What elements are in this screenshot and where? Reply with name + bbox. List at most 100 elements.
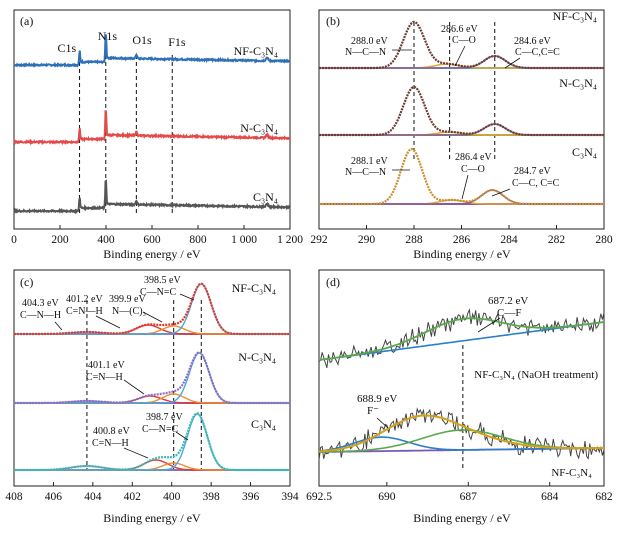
panel-c: (c) Binding energy / eV 408 406 404 402 400 3… [5,269,299,525]
c-annot: C=N—H [66,306,103,317]
a-peak-label: F1s [168,35,186,49]
c-annot: 401.2 eV [66,294,103,305]
b-xtick-label: 284 [500,234,518,246]
c-leader [179,293,195,301]
c-group-label: N-C₃N₄ [238,350,276,364]
panel-a-frame [13,9,291,230]
c-spectrum [14,282,290,336]
d-group-label: NF-C₃N₄ [551,467,592,479]
a-peak-label: N1s [98,29,118,43]
b-annot: 288.1 eV [351,156,388,167]
panel-d: (d) Binding energy / eV 692.5 690 687 684 68… [306,269,613,525]
b-group-label: NF-C₃N₄ [553,9,597,23]
c-leader [54,321,63,331]
b-group-label: N-C₃N₄ [559,76,597,90]
c-xtick-label: 404 [84,491,102,503]
c-annot: 401.1 eV [88,360,125,371]
b-xtick-label: 280 [595,234,613,246]
a-peak-label: C1s [58,41,77,55]
d-xtick-label: 690 [378,491,396,503]
c-annot: C=N—H [86,372,123,383]
a-series-label: C₃N₄ [253,190,278,204]
b-leader [504,57,521,69]
a-series-C3N4 [13,179,291,215]
c-annot: 398.5 eV [144,275,181,286]
d-annot: 687.2 eV [488,295,528,307]
a-series-N-C3N4 [13,110,290,146]
b-xtick-label: 290 [358,234,376,246]
b-annot: 286.6 eV [441,24,478,35]
b-group-label: C₃N₄ [572,145,597,159]
d-xtick-label: 684 [541,491,559,503]
b-annot: 286.4 eV [455,152,492,163]
panel-b-xlabel: Binding energy / eV [413,247,511,261]
c-annot: C—N=C [142,424,179,435]
b-xtick-label: 288 [405,234,423,246]
panel-c-label: (c) [20,275,33,289]
b-annot: 284.7 eV [514,166,551,177]
panel-b: (b) Binding energy / eV 292 290 288 286 284 2… [310,9,613,261]
b-annot: C—C, C=C [512,178,560,189]
c-annot: 404.3 eV [22,298,59,309]
b-leader [491,188,511,197]
c-leader [175,431,189,441]
d-annot: C—F [497,307,521,319]
d-annot: F⁻ [367,405,379,417]
d-fit-cf [318,317,605,361]
b-fit-cc [319,123,604,136]
c-annot: 398.7 eV [146,412,183,423]
a-series-NF-C3N4 [13,34,291,68]
panel-d-xlabel: Binding energy / eV [413,511,511,525]
b-annot: C—C,C=C [515,47,560,58]
c-xtick-label: 408 [5,491,23,503]
b-xtick-label: 286 [453,234,471,246]
d-raw-spectrum [318,407,605,461]
c-xtick-label: 396 [242,491,260,503]
b-annot: 284.6 eV [514,36,551,47]
c-annot: C—N—H [20,310,61,321]
d-leader [477,317,501,333]
b-annot: C—O [452,35,476,46]
a-xtick-label: 800 [189,234,207,246]
b-annot: 288.0 eV [351,36,388,47]
c-xtick-label: 394 [281,491,299,503]
b-leader [461,174,469,200]
b-xtick-label: 292 [310,234,328,246]
c-leader [142,311,163,323]
a-xtick-label: 200 [51,234,69,246]
b-spectrum [319,85,604,137]
c-annot: N—(C)₃ [112,306,146,317]
d-fit-envelope [318,414,604,453]
b-annot: C—O [461,164,485,175]
panel-d-frame [318,269,605,487]
d-group-label: NF-C₃N₄ (NaOH treatment) [474,369,598,381]
b-xtick-label: 282 [548,234,566,246]
d-annot: 688.9 eV [357,393,397,405]
d-leader [376,417,389,429]
c-xtick-label: 406 [45,491,63,503]
c-annot: 400.8 eV [93,426,130,437]
c-group-label: C₃N₄ [251,417,276,431]
c-spectrum [14,351,290,405]
panel-a-xlabel: Binding energy / eV [103,247,201,261]
a-series-label: N-C₃N₄ [240,121,278,135]
d-xtick-label: 682 [595,491,613,503]
b-spectrum [319,147,604,206]
b-spectrum [319,20,604,70]
b-annot: N—C—N [345,167,386,178]
a-series-label: NF-C₃N₄ [234,44,278,58]
c-xtick-label: 402 [124,491,142,503]
c-leader [123,447,149,459]
c-fit-peak [14,325,290,335]
b-leader [454,45,466,67]
a-xtick-label: 0 [11,234,17,246]
panel-d-label: (d) [326,275,340,289]
panel-c-xlabel: Binding energy / eV [103,511,201,525]
a-peak-label: O1s [132,33,152,47]
c-leader [95,315,121,329]
b-fit-cc [319,55,604,69]
a-xtick-label: 1 200 [277,234,303,246]
panel-b-label: (b) [326,14,340,28]
c-annot: 399.9 eV [109,294,146,305]
